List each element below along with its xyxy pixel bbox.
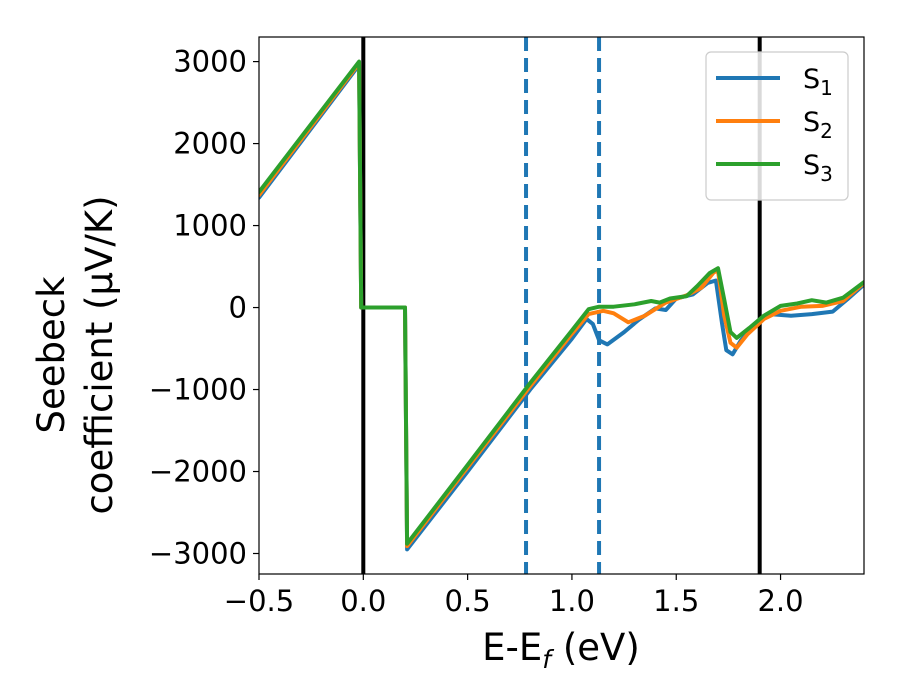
reference-lines (361, 37, 762, 574)
x-tick-label: 1.5 (653, 584, 699, 618)
plot-frame (258, 36, 865, 575)
x-tick-label: 0.5 (445, 584, 491, 618)
x-tick-label: 1.0 (549, 584, 595, 618)
y-tick-label: 0 (229, 291, 247, 325)
x-tick-label: 2.0 (757, 584, 803, 618)
y-tick-label: −3000 (149, 537, 247, 571)
x-tick-label: −0.5 (224, 584, 294, 618)
y-axis: −3000 −2000 −1000 0 1000 2000 3000 (149, 45, 259, 571)
legend-label-2: S2 (803, 107, 833, 143)
y-tick-label: 2000 (173, 127, 247, 161)
x-axis: −0.5 0.0 0.5 1.0 1.5 2.0 (224, 574, 804, 618)
series-line-3 (259, 59, 864, 546)
x-axis-label: E-Ef (eV) (482, 626, 640, 674)
y-axis-label-line2: coefficient (μV/K) (78, 195, 121, 514)
series-layer (259, 59, 864, 552)
y-tick-label: −2000 (149, 455, 247, 489)
y-axis-label: Seebeck (30, 276, 73, 434)
x-tick-label: 0.0 (340, 584, 386, 618)
legend: S1 S2 S3 (705, 51, 849, 201)
y-tick-label: 1000 (173, 209, 247, 243)
legend-label-1: S1 (803, 64, 833, 100)
legend-label-3: S3 (803, 150, 833, 186)
y-tick-label: −1000 (149, 373, 247, 407)
y-tick-label: 3000 (173, 45, 247, 79)
